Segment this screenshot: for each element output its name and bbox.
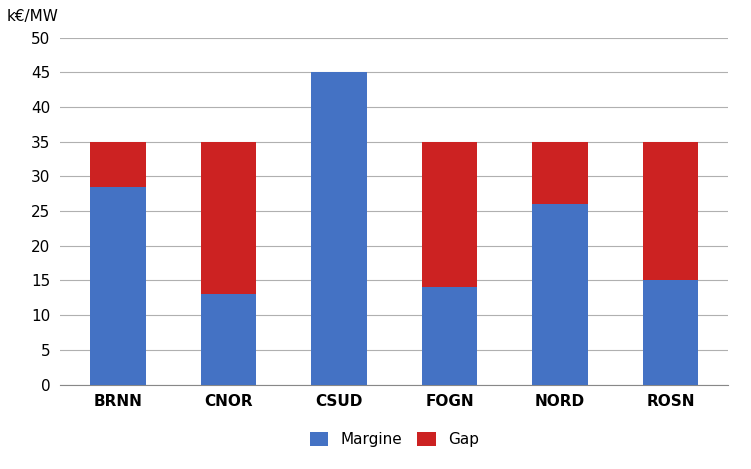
Bar bbox=[201, 295, 256, 385]
Bar bbox=[201, 142, 256, 295]
Bar bbox=[90, 142, 146, 187]
Bar bbox=[643, 142, 698, 280]
Bar bbox=[643, 280, 698, 385]
Bar bbox=[422, 142, 477, 287]
Bar bbox=[312, 72, 366, 385]
Bar bbox=[532, 204, 587, 385]
Bar bbox=[532, 142, 587, 204]
Legend: Margine, Gap: Margine, Gap bbox=[303, 426, 485, 454]
Bar bbox=[422, 287, 477, 385]
Bar bbox=[90, 187, 146, 385]
Text: k€/MW: k€/MW bbox=[7, 8, 59, 23]
